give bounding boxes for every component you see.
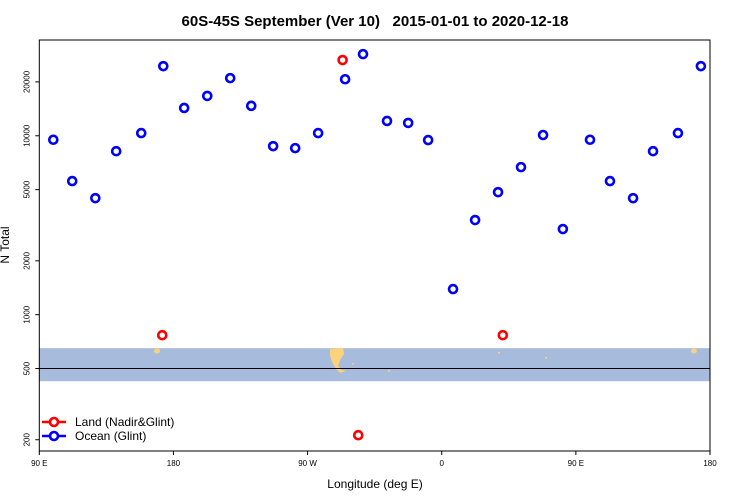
- land-point: [497, 329, 509, 341]
- ocean-point: [110, 145, 122, 157]
- ocean-point: [245, 100, 257, 112]
- y-tick-label: 20000: [22, 70, 31, 93]
- x-tick-label: 180: [703, 459, 717, 468]
- ocean-point: [289, 142, 301, 154]
- ocean-point: [647, 145, 659, 157]
- ocean-point: [402, 117, 414, 129]
- ocean-point: [267, 140, 279, 152]
- x-tick-label: 180: [167, 459, 181, 468]
- ocean-point: [695, 60, 707, 72]
- new-zealand-shape: [691, 348, 697, 354]
- ocean-point: [447, 283, 459, 295]
- x-axis-label: Longitude (deg E): [327, 477, 422, 491]
- x-tick-label: 90 E: [568, 459, 584, 468]
- new-zealand-shape: [154, 348, 160, 354]
- island-shape: [498, 352, 500, 354]
- south-america-shape: [330, 348, 346, 373]
- ocean-point: [339, 73, 351, 85]
- island-shape: [352, 363, 354, 365]
- y-tick-label: 1000: [22, 305, 31, 323]
- y-tick-label: 10000: [22, 124, 31, 147]
- legend-marker: [48, 416, 60, 428]
- y-tick-label: 500: [22, 361, 31, 375]
- ocean-point: [557, 223, 569, 235]
- legend-label: Ocean (Glint): [75, 429, 146, 443]
- legend-label: Land (Nadir&Glint): [75, 415, 174, 429]
- ocean-point: [90, 192, 101, 204]
- land-point: [156, 329, 168, 341]
- y-axis-label: N Total: [0, 226, 12, 263]
- legend: Land (Nadir&Glint)Ocean (Glint): [42, 415, 174, 443]
- y-tick-label: 2000: [22, 251, 31, 269]
- x-tick-label: 90 E: [31, 459, 47, 468]
- ocean-point: [492, 186, 504, 198]
- ocean-point: [357, 48, 369, 60]
- ocean-point: [515, 161, 527, 173]
- ocean-point: [604, 175, 616, 187]
- ocean-point: [672, 127, 684, 139]
- ocean-point: [135, 127, 147, 139]
- plot-frame: [38, 39, 711, 452]
- ocean-point: [627, 192, 639, 204]
- ocean-point: [469, 214, 481, 226]
- land-map: [154, 348, 697, 373]
- land-point: [352, 429, 364, 441]
- ocean-point: [66, 175, 78, 187]
- x-tick-label: 90 W: [298, 459, 317, 468]
- data-points: [48, 48, 707, 441]
- x-axis: 90 E 180 90 W 0 90 E 180: [31, 451, 717, 468]
- y-axis: 200 500 1000 2000 5000 10000 20000: [22, 70, 40, 447]
- land-point: [337, 54, 348, 66]
- latitude-band: [39, 348, 711, 382]
- y-tick-label: 200: [22, 433, 31, 447]
- island-shape: [388, 370, 390, 372]
- ocean-point: [158, 60, 169, 72]
- ocean-point: [178, 102, 190, 114]
- legend-marker: [48, 430, 60, 442]
- ocean-point: [224, 72, 236, 84]
- ocean-point: [422, 134, 434, 146]
- chart-title: 60S-45S September (Ver 10) 2015-01-01 to…: [182, 13, 569, 30]
- y-tick-label: 5000: [22, 180, 31, 198]
- ocean-point: [537, 129, 549, 141]
- band-rect: [39, 348, 711, 382]
- ocean-point: [48, 134, 59, 146]
- ocean-point: [381, 115, 393, 127]
- ocean-point: [201, 90, 213, 102]
- ocean-point: [312, 127, 324, 139]
- ocean-point: [584, 134, 596, 146]
- x-tick-label: 0: [439, 459, 444, 468]
- island-shape: [545, 357, 547, 359]
